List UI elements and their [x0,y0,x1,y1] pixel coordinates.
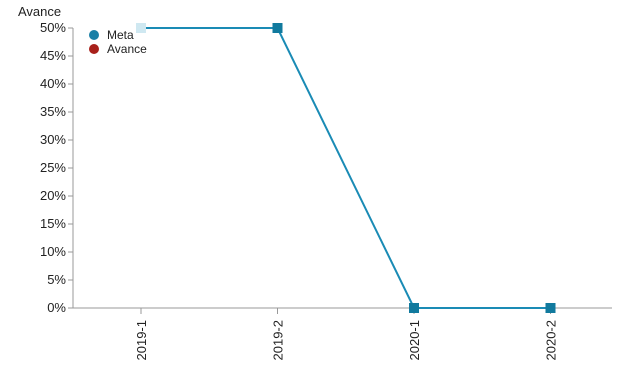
y-tick-label: 20% [40,188,66,203]
data-point [136,23,146,33]
y-tick-label: 0% [47,300,66,315]
data-point [409,303,419,313]
x-ticks: 2019-1 2019-2 2020-1 2020-2 [134,308,559,360]
data-point [545,303,556,313]
y-tick-label: 45% [40,48,66,63]
legend-label-avance: Avance [107,42,147,56]
legend-marker-meta [89,30,99,40]
x-tick-label: 2019-2 [271,320,286,360]
series-line-meta [141,27,551,309]
x-tick-label: 2019-1 [134,320,149,360]
y-tick-label: 40% [40,76,66,91]
y-tick-label: 25% [40,160,66,175]
legend-label-meta: Meta [107,28,134,42]
y-tick-label: 30% [40,132,66,147]
y-axis-label: Avance [18,4,61,19]
y-tick-label: 10% [40,244,66,259]
y-tick-label: 50% [40,20,66,35]
data-point [272,23,283,33]
x-tick-label: 2020-2 [544,320,559,360]
y-tick-label: 5% [47,272,66,287]
legend-marker-avance [89,44,99,54]
y-ticks: 0% 5% 10% 15% 20% 25% 30% 35% 40% 45% 50% [40,20,73,315]
x-tick-label: 2020-1 [407,320,422,360]
y-tick-label: 35% [40,104,66,119]
legend: Meta Avance [89,28,147,56]
series-group [136,23,556,313]
y-tick-label: 15% [40,216,66,231]
